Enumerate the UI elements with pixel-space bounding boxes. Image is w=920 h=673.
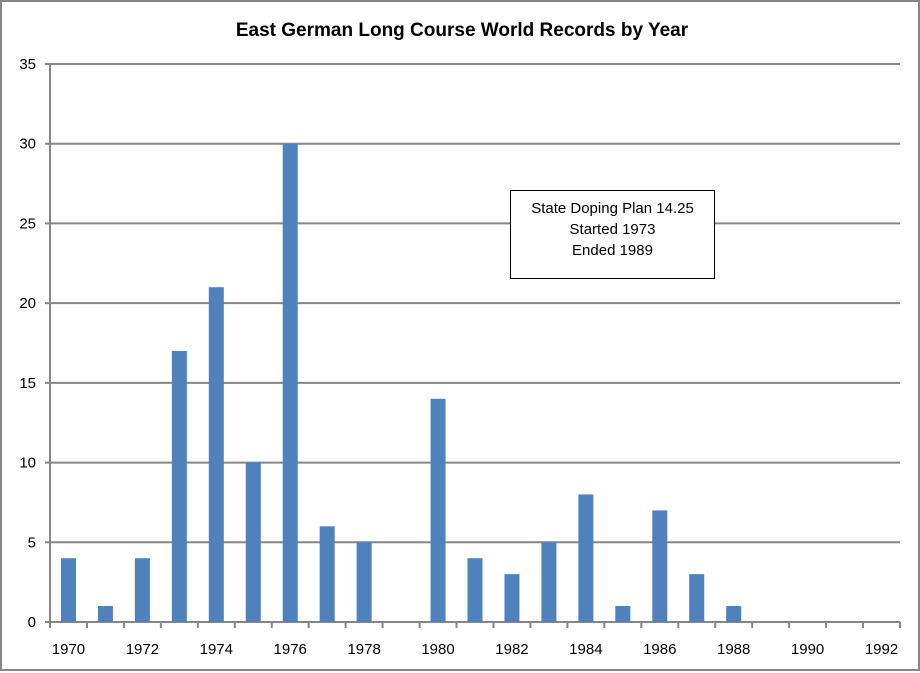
bar-1986: [652, 510, 668, 622]
bar-1972: [134, 558, 150, 622]
y-tick-label: 20: [19, 295, 36, 312]
bar-1970: [60, 558, 76, 622]
bar-1982: [504, 574, 520, 622]
bar-1981: [467, 558, 483, 622]
bar-1974: [208, 287, 224, 622]
bar-1978: [356, 542, 372, 622]
bar-1985: [615, 606, 631, 622]
x-tick-label: 1976: [274, 641, 307, 658]
chart-title: East German Long Course World Records by…: [235, 20, 689, 41]
bar-1971: [97, 606, 113, 622]
bar-1976: [282, 143, 298, 622]
y-tick-label: 30: [19, 136, 36, 153]
x-tick-label: 1970: [52, 641, 85, 658]
x-tick-label: 1986: [643, 641, 676, 658]
y-tick-label: 35: [19, 56, 36, 73]
bar-1973: [171, 350, 187, 622]
x-tick-label: 1974: [200, 641, 233, 658]
x-tick-label: 1984: [569, 641, 602, 658]
y-tick-label: 10: [19, 455, 36, 472]
bar-1977: [319, 526, 335, 622]
x-tick-label: 1972: [126, 641, 159, 658]
bar-1984: [578, 494, 594, 622]
bar-1975: [245, 462, 261, 622]
x-tick-label: 1980: [421, 641, 454, 658]
bar-1983: [541, 542, 557, 622]
annotation-line-3: Ended 1989: [572, 242, 653, 259]
annotation-line-1: State Doping Plan 14.25: [531, 200, 694, 217]
y-tick-label: 25: [19, 215, 36, 232]
x-tick-label: 1992: [865, 641, 898, 658]
x-tick-label: 1978: [347, 641, 380, 658]
x-tick-label: 1988: [717, 641, 750, 658]
annotation-line-2: Started 1973: [569, 221, 656, 238]
x-tick-label: 1990: [791, 641, 824, 658]
annotation-box: State Doping Plan 14.25 Started 1973 End…: [510, 190, 715, 279]
bar-1980: [430, 398, 446, 622]
y-tick-label: 15: [19, 375, 36, 392]
bar-1987: [689, 574, 705, 622]
bar-1988: [726, 606, 742, 622]
y-tick-label: 5: [28, 534, 36, 551]
x-tick-label: 1982: [495, 641, 528, 658]
y-tick-label: 0: [28, 614, 36, 631]
